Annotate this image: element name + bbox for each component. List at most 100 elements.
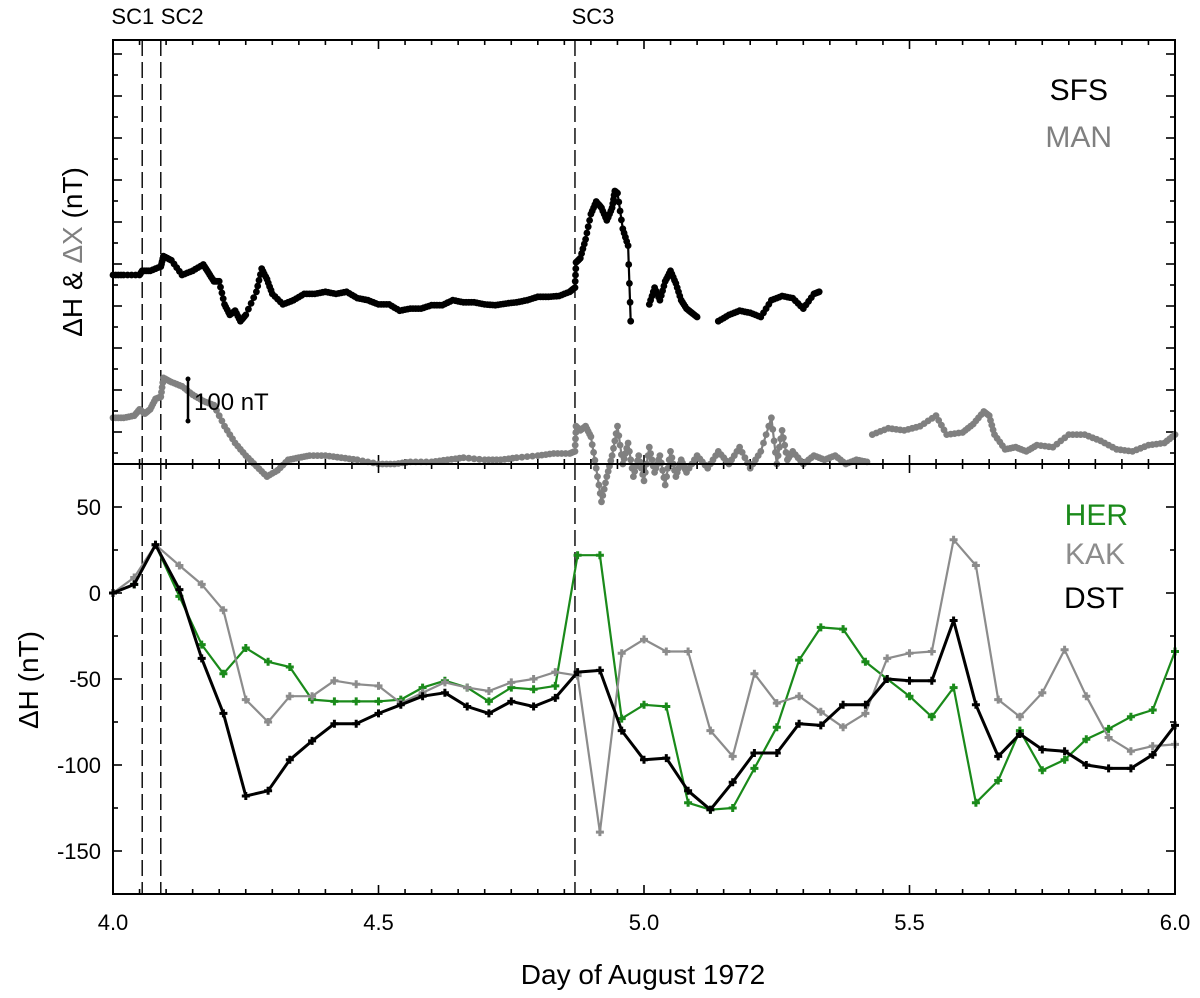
data-point [470,455,478,463]
data-point [757,448,765,455]
bottom-y-axis-label: ΔH (nT) [13,631,44,729]
data-point [285,663,294,671]
data-point [513,454,520,462]
data-point [706,805,715,814]
bottom-panel: 50 0 -50 -100 -150 4.0 4.5 5.0 5.5 6.0 ΔH (nT) D… [13,463,1190,990]
data-point [615,198,623,206]
data-point [463,683,472,692]
data-point [529,675,538,683]
data-point [1015,712,1024,721]
data-point [197,640,206,649]
data-point [595,828,604,837]
data-point [949,535,958,544]
data-point [750,764,759,773]
sc-label: SC3 [572,4,615,29]
data-point [839,625,848,634]
data-point [175,561,184,570]
data-point [484,687,493,695]
data-point [218,289,226,297]
data-point [197,580,206,589]
data-point [630,473,637,480]
data-point [602,479,609,487]
data-point [861,657,870,666]
data-point [175,585,184,594]
data-point [588,441,596,448]
data-point [616,207,624,215]
data-point [573,668,582,677]
data-point [795,692,804,701]
data-point [750,669,759,678]
data-point [1038,688,1047,697]
data-point [668,454,676,462]
data-point [640,635,648,644]
data-point [645,443,653,451]
data-point [353,456,361,464]
data-point [815,288,823,296]
data-point [571,448,579,455]
data-point [529,452,536,460]
data-point [617,726,626,735]
data-point [1060,645,1069,654]
data-point [241,644,250,652]
data-point [440,688,449,697]
data-point [772,723,781,732]
series-her [109,540,1179,814]
data-point [1126,764,1135,773]
data-point [607,457,615,465]
data-point [627,456,635,464]
data-point [396,700,405,709]
data-point [264,786,273,795]
data-point [374,697,383,706]
data-point [523,453,531,460]
data-point [750,749,759,757]
data-point [595,551,604,560]
data-point [598,498,605,506]
data-point [1060,755,1069,764]
data-point [648,456,656,464]
data-point [465,454,473,462]
data-point [551,693,560,702]
data-point [626,298,634,306]
bottom-panel-frame [112,463,1176,895]
data-point [130,580,139,589]
data-point [529,702,538,711]
data-point [905,649,914,658]
data-point [618,216,625,224]
data-point [463,702,472,711]
data-point [359,457,366,465]
data-point [693,313,701,321]
y-tick-label: -100 [57,753,101,778]
data-point [551,681,560,690]
data-point [219,295,227,302]
data-point [484,697,493,706]
data-point [484,709,493,718]
x-tick-label: 4.0 [98,910,129,935]
data-point [583,229,591,237]
data-point [219,606,228,615]
data-point [684,647,693,656]
y-tick-label: -150 [57,839,101,864]
legend-man: MAN [1045,121,1112,154]
data-point [617,714,626,723]
data-point [1126,712,1135,721]
legend-sfs: SFS [1050,74,1108,107]
scale-bar: 100 nT [185,376,269,424]
legend-her: HER [1065,499,1128,532]
data-point [245,305,252,313]
data-point [994,752,1003,761]
data-point [770,437,778,445]
data-point [330,676,339,685]
scale-bar-cap-bottom [185,418,191,424]
data-point [241,695,250,704]
data-point [440,678,449,687]
data-point [241,792,250,800]
scale-bar-label: 100 nT [194,389,269,416]
data-point [816,721,825,730]
data-point [217,283,224,291]
svg-text:ΔH & ΔX (nT): ΔH & ΔX (nT) [57,167,88,337]
data-point [254,282,262,290]
data-point [264,718,273,726]
data-point [667,448,674,455]
data-point [949,616,958,625]
data-point [215,277,223,285]
